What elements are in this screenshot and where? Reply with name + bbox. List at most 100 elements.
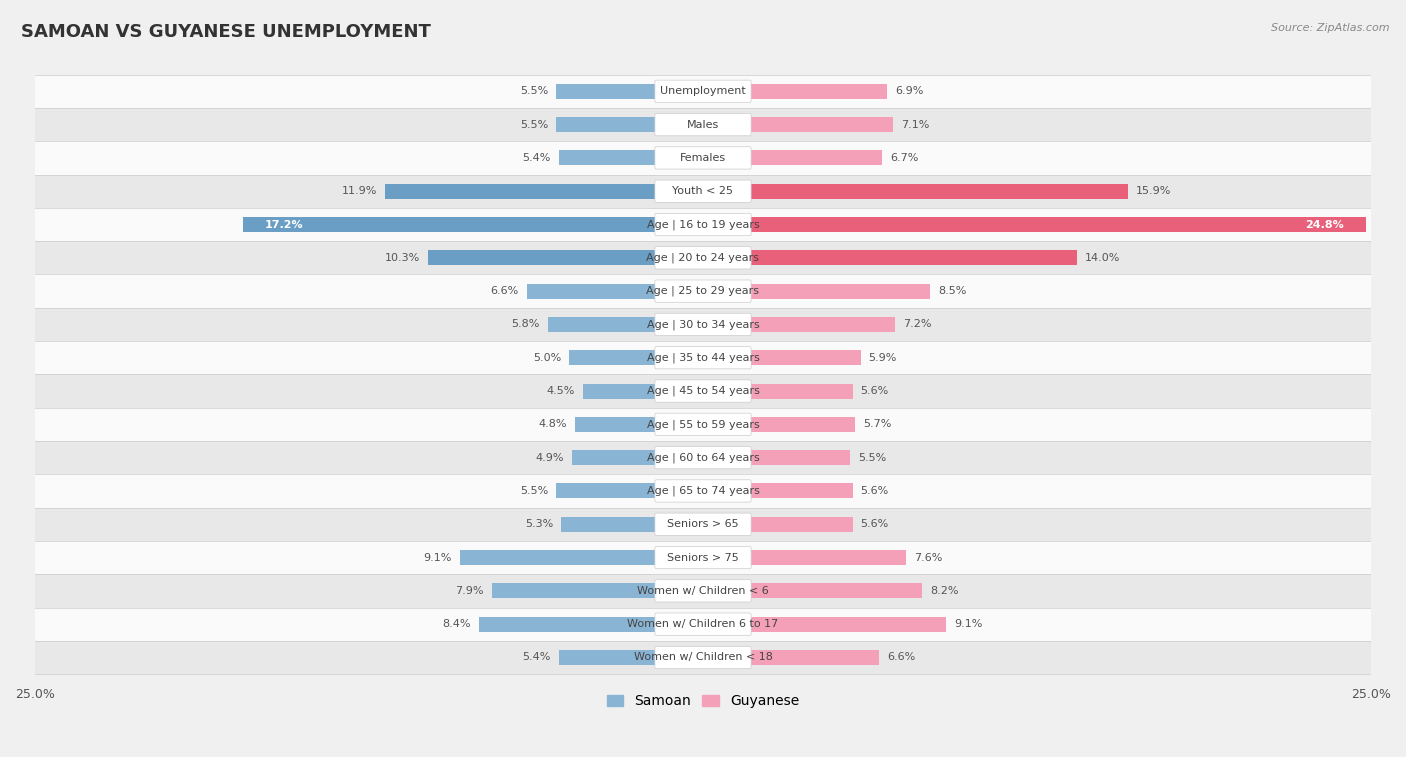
Bar — [572, 450, 703, 465]
Text: Women w/ Children < 18: Women w/ Children < 18 — [634, 653, 772, 662]
FancyBboxPatch shape — [655, 213, 751, 235]
FancyBboxPatch shape — [655, 380, 751, 402]
Text: 5.6%: 5.6% — [860, 519, 889, 529]
Text: 7.9%: 7.9% — [456, 586, 484, 596]
Text: 5.4%: 5.4% — [522, 653, 551, 662]
Text: 5.5%: 5.5% — [858, 453, 886, 463]
Text: 11.9%: 11.9% — [342, 186, 377, 196]
Text: 15.9%: 15.9% — [1136, 186, 1171, 196]
Text: Unemployment: Unemployment — [661, 86, 745, 96]
FancyBboxPatch shape — [655, 447, 751, 469]
Bar — [35, 408, 1371, 441]
Bar — [703, 217, 1365, 232]
Text: 4.9%: 4.9% — [536, 453, 564, 463]
Bar — [703, 251, 1077, 265]
Bar — [385, 184, 703, 198]
Text: Females: Females — [681, 153, 725, 163]
Text: 5.9%: 5.9% — [869, 353, 897, 363]
Bar — [35, 608, 1371, 641]
Legend: Samoan, Guyanese: Samoan, Guyanese — [602, 689, 804, 714]
Text: 4.8%: 4.8% — [538, 419, 567, 429]
Bar — [703, 517, 852, 531]
Text: 7.1%: 7.1% — [901, 120, 929, 129]
Bar — [35, 208, 1371, 241]
Text: 6.9%: 6.9% — [896, 86, 924, 96]
FancyBboxPatch shape — [655, 513, 751, 535]
Text: 8.5%: 8.5% — [938, 286, 966, 296]
Bar — [35, 441, 1371, 475]
Text: Age | 45 to 54 years: Age | 45 to 54 years — [647, 386, 759, 396]
Text: 10.3%: 10.3% — [384, 253, 420, 263]
Bar — [35, 375, 1371, 408]
FancyBboxPatch shape — [655, 413, 751, 435]
FancyBboxPatch shape — [655, 646, 751, 668]
FancyBboxPatch shape — [655, 80, 751, 102]
Bar — [35, 341, 1371, 375]
Bar — [561, 517, 703, 531]
Text: 9.1%: 9.1% — [955, 619, 983, 629]
Text: 9.1%: 9.1% — [423, 553, 451, 562]
Bar — [35, 575, 1371, 608]
Text: 5.5%: 5.5% — [520, 86, 548, 96]
FancyBboxPatch shape — [655, 280, 751, 302]
Text: 4.5%: 4.5% — [547, 386, 575, 396]
FancyBboxPatch shape — [655, 613, 751, 635]
Bar — [35, 175, 1371, 208]
FancyBboxPatch shape — [655, 180, 751, 202]
Text: 24.8%: 24.8% — [1306, 220, 1344, 229]
Text: 6.7%: 6.7% — [890, 153, 918, 163]
Bar — [703, 151, 882, 165]
Text: Age | 65 to 74 years: Age | 65 to 74 years — [647, 486, 759, 496]
Text: 17.2%: 17.2% — [264, 220, 304, 229]
Text: 5.3%: 5.3% — [524, 519, 554, 529]
Text: 5.0%: 5.0% — [533, 353, 561, 363]
Bar — [703, 450, 851, 465]
Bar — [243, 217, 703, 232]
Bar — [555, 117, 703, 132]
Bar — [703, 484, 852, 498]
Bar — [527, 284, 703, 298]
Text: Age | 16 to 19 years: Age | 16 to 19 years — [647, 220, 759, 230]
Bar — [35, 275, 1371, 308]
Text: 5.8%: 5.8% — [512, 319, 540, 329]
Text: 7.2%: 7.2% — [904, 319, 932, 329]
Text: Seniors > 65: Seniors > 65 — [668, 519, 738, 529]
Bar — [703, 284, 931, 298]
Text: 5.4%: 5.4% — [522, 153, 551, 163]
Text: Age | 30 to 34 years: Age | 30 to 34 years — [647, 319, 759, 330]
FancyBboxPatch shape — [655, 547, 751, 569]
Text: Age | 20 to 24 years: Age | 20 to 24 years — [647, 253, 759, 263]
Bar — [703, 84, 887, 99]
Text: Age | 60 to 64 years: Age | 60 to 64 years — [647, 453, 759, 463]
Bar — [703, 650, 879, 665]
Bar — [35, 241, 1371, 275]
Text: SAMOAN VS GUYANESE UNEMPLOYMENT: SAMOAN VS GUYANESE UNEMPLOYMENT — [21, 23, 432, 41]
Bar — [703, 317, 896, 332]
Bar — [35, 108, 1371, 142]
Text: Age | 35 to 44 years: Age | 35 to 44 years — [647, 353, 759, 363]
Bar — [35, 308, 1371, 341]
Bar — [427, 251, 703, 265]
Text: 6.6%: 6.6% — [887, 653, 915, 662]
Bar — [548, 317, 703, 332]
FancyBboxPatch shape — [655, 247, 751, 269]
Text: Women w/ Children < 6: Women w/ Children < 6 — [637, 586, 769, 596]
Bar — [35, 508, 1371, 541]
Text: 7.6%: 7.6% — [914, 553, 942, 562]
Bar — [703, 184, 1128, 198]
FancyBboxPatch shape — [655, 114, 751, 136]
Bar — [558, 650, 703, 665]
Bar — [558, 151, 703, 165]
Bar — [575, 417, 703, 431]
Text: Women w/ Children 6 to 17: Women w/ Children 6 to 17 — [627, 619, 779, 629]
Bar — [35, 75, 1371, 108]
Bar — [703, 384, 852, 398]
FancyBboxPatch shape — [655, 313, 751, 335]
Text: 6.6%: 6.6% — [491, 286, 519, 296]
FancyBboxPatch shape — [655, 480, 751, 502]
Bar — [35, 541, 1371, 575]
Text: Age | 55 to 59 years: Age | 55 to 59 years — [647, 419, 759, 429]
Text: 5.6%: 5.6% — [860, 486, 889, 496]
Text: 5.5%: 5.5% — [520, 120, 548, 129]
Bar — [703, 117, 893, 132]
